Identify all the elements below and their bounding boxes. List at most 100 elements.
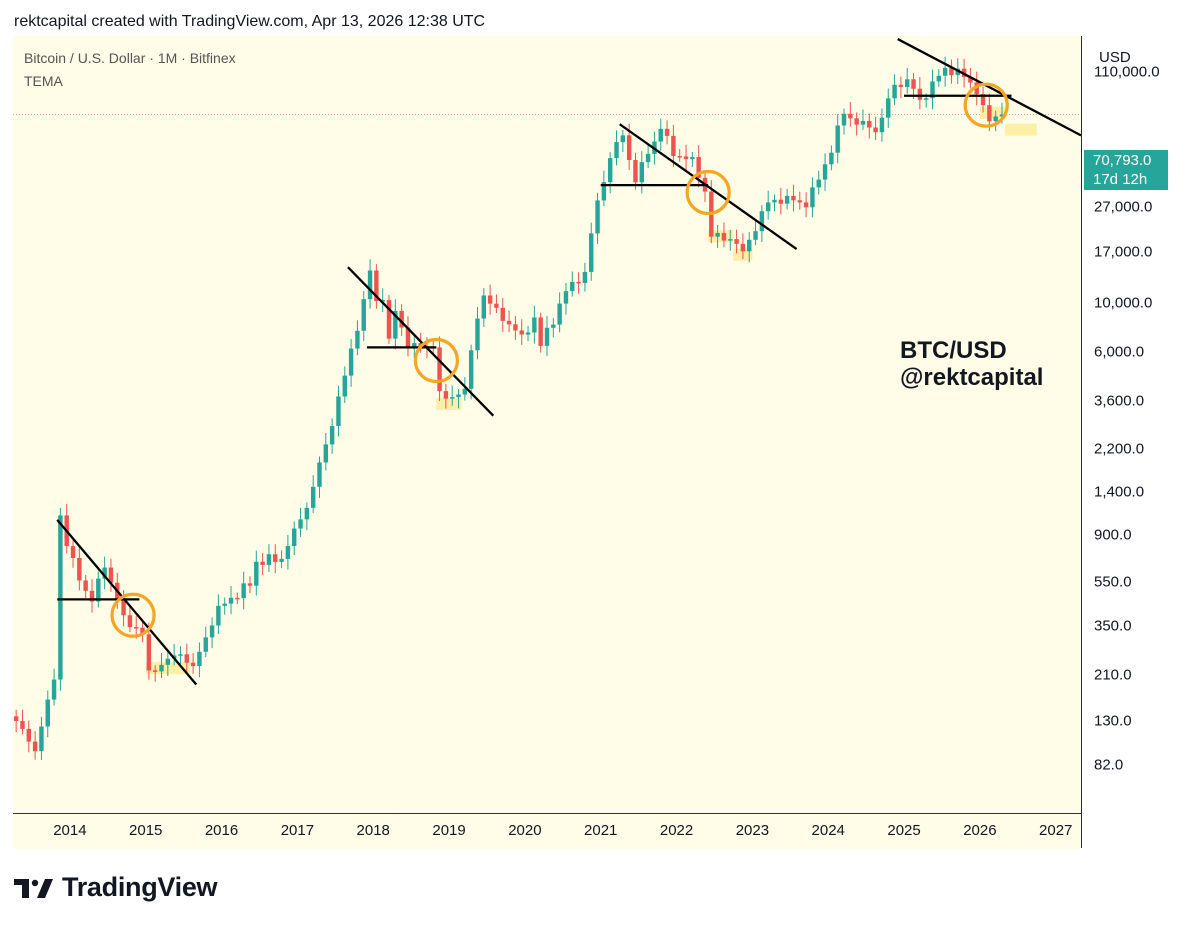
candle-body [626, 135, 632, 161]
candle-body [386, 300, 392, 339]
candle-body [721, 232, 727, 241]
candle-body [487, 295, 493, 304]
candle-body [348, 348, 354, 376]
candle-body [273, 554, 278, 562]
candle-body [873, 127, 878, 133]
indicator-legend[interactable]: TEMA [24, 73, 63, 89]
year-tick: 2027 [1039, 822, 1073, 839]
symbol-legend[interactable]: Bitcoin / U.S. Dollar · 1M · Bitfinex [24, 50, 236, 66]
candle-body [228, 597, 234, 604]
price-tick: 17,000.0 [1094, 243, 1153, 261]
breakdown-circle [685, 169, 731, 216]
trendline [619, 123, 798, 250]
bar-countdown: 17d 12h [1093, 171, 1148, 188]
candle-body [879, 117, 885, 133]
candle-body [683, 156, 689, 160]
candle-body [582, 271, 588, 284]
candle-body [911, 79, 916, 89]
chart-plot-area[interactable] [13, 36, 1081, 813]
candle-body [557, 303, 562, 325]
candle-body [298, 519, 303, 529]
candle-body [203, 637, 208, 652]
year-tick: 2023 [735, 822, 770, 839]
candlestick-chart[interactable] [13, 36, 1081, 813]
last-price-value: 70,793.0 [1093, 152, 1152, 169]
candle-body [184, 654, 189, 663]
candle-body [664, 128, 670, 136]
candle-body [412, 343, 417, 348]
candle-body [917, 88, 923, 100]
price-tick: 6,000.0 [1094, 343, 1145, 361]
axis-corner [1081, 813, 1188, 848]
candle-body [803, 202, 809, 208]
currency-label[interactable]: USD [1099, 49, 1131, 66]
time-axis[interactable] [13, 813, 1081, 849]
candle-body [58, 515, 63, 680]
candle-body [601, 182, 607, 201]
trendline [56, 519, 198, 686]
tradingview-logo-icon [14, 878, 53, 898]
candle-body [829, 152, 834, 165]
candle-body [968, 76, 973, 83]
candle-body [690, 157, 695, 160]
candle-body [892, 84, 897, 99]
price-tick: 550.0 [1094, 573, 1132, 591]
tradingview-brand[interactable]: TradingView [14, 872, 218, 903]
candle-body [146, 634, 152, 671]
price-tick: 110,000.0 [1094, 63, 1160, 81]
candle-body [835, 125, 840, 153]
candle-body [513, 324, 518, 331]
candle-body [70, 546, 76, 558]
candle-body [765, 202, 771, 212]
candle-body [222, 603, 227, 606]
highlight-zone [708, 230, 734, 243]
candle-body [83, 580, 88, 591]
candle-body [165, 658, 171, 665]
candle-body [841, 113, 847, 126]
year-tick: 2026 [963, 822, 997, 839]
candle-body [241, 583, 246, 599]
candle-body [791, 195, 796, 201]
candle-body [784, 195, 790, 204]
year-tick: 2016 [204, 822, 239, 839]
candle-body [443, 391, 449, 399]
breakdown-circle [110, 592, 156, 638]
candle-body [336, 396, 341, 427]
price-tick: 82.0 [1094, 756, 1124, 774]
candle-body [993, 116, 998, 122]
candle-body [449, 397, 455, 399]
candle-body [519, 330, 524, 335]
candle-body [405, 327, 411, 348]
candle-body [658, 128, 663, 142]
candle-body [89, 590, 95, 602]
candle-body [576, 281, 581, 284]
candle-body [570, 281, 575, 292]
candle-body [77, 557, 82, 581]
candle-body [936, 75, 942, 82]
candle-body [551, 324, 556, 328]
candle-body [595, 200, 600, 234]
candle-body [848, 113, 853, 119]
candle-body [26, 728, 32, 742]
candle-body [475, 318, 480, 351]
candle-body [159, 664, 164, 672]
year-tick: 2014 [53, 822, 87, 839]
candle-body [247, 583, 253, 586]
candle-body [677, 156, 682, 158]
candle-body [323, 444, 329, 463]
candle-body [905, 79, 910, 87]
highlight-zone [1005, 123, 1037, 136]
year-tick: 2025 [887, 822, 921, 839]
candle-body [772, 199, 777, 203]
candle-body [816, 179, 821, 188]
candle-body [822, 164, 828, 180]
candle-body [342, 375, 347, 397]
candle-body [810, 187, 815, 208]
candle-body [898, 84, 904, 87]
candle-body [367, 270, 373, 300]
candle-body [930, 81, 935, 99]
candle-body [310, 486, 316, 508]
chart-watermark: BTC/USD @rektcapital [900, 337, 1043, 391]
candle-body [108, 567, 114, 583]
candle-body [399, 310, 404, 328]
